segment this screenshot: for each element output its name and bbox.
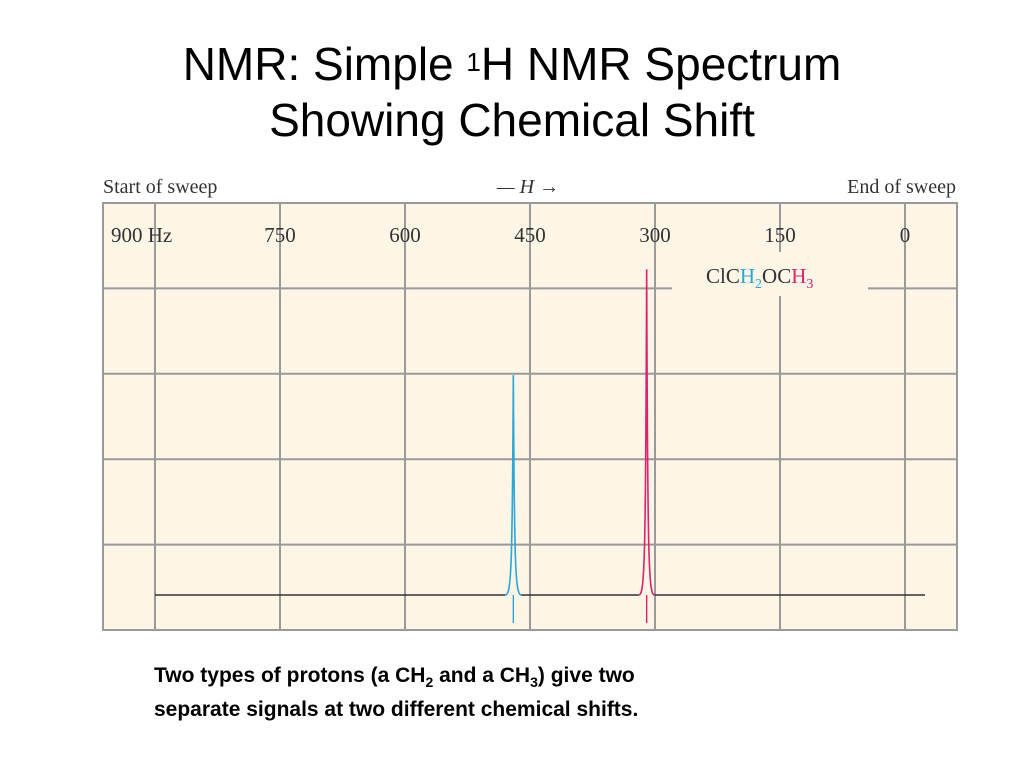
caption-text-1: Two types of protons (a CH — [154, 664, 426, 687]
x-tick-label: 450 — [514, 223, 546, 247]
caption-text-2: and a CH — [433, 664, 531, 687]
compound-formula: ClCH2​OCH3​ — [706, 264, 813, 292]
title-superscript: 1 — [466, 47, 481, 77]
caption-subscript-2: 3 — [530, 674, 538, 691]
title-text-pre: NMR: Simple — [182, 38, 467, 90]
nmr-spectrum-chart: Start of sweep — H → End of sweep 900 Hz… — [102, 176, 958, 631]
peak-ch3 — [638, 269, 655, 596]
x-tick-labels: 900 Hz 750 600 450 300 150 0 — [111, 223, 910, 247]
compound-part: H — [740, 264, 755, 288]
compound-part: H — [791, 264, 806, 288]
caption-text-3: ) give two — [537, 664, 635, 687]
caption-subscript-1: 2 — [425, 674, 434, 691]
compound-part: OC — [762, 264, 791, 288]
x-tick-label: 750 — [264, 223, 296, 247]
compound-part: 3 — [806, 277, 813, 292]
header-start-of-sweep: Start of sweep — [103, 176, 217, 198]
x-tick-label: 300 — [639, 223, 671, 247]
caption-line-2: separate signals at two different chemic… — [154, 698, 639, 722]
x-tick-label: 0 — [900, 223, 911, 247]
compound-part: 2 — [755, 277, 762, 292]
spectrum-series — [155, 269, 925, 623]
caption-line-1: Two types of protons (a CH2 and a CH3) g… — [154, 662, 854, 696]
grid-lines — [103, 203, 957, 630]
x-tick-label: 150 — [764, 223, 796, 247]
header-end-of-sweep: End of sweep — [847, 176, 956, 198]
peak-ch2 — [505, 375, 522, 596]
title-line-1: NMR: Simple 1H NMR Spectrum — [0, 36, 1024, 92]
x-tick-label: 900 Hz — [111, 223, 172, 247]
title-line-2: Showing Chemical Shift — [269, 94, 755, 146]
x-tick-label: 600 — [389, 223, 421, 247]
compound-part: ClC — [706, 264, 740, 288]
compound-label-background — [672, 252, 868, 296]
figure-caption: Two types of protons (a CH2 and a CH3) g… — [154, 662, 854, 724]
title-text-post: H NMR Spectrum — [480, 38, 842, 90]
slide-title: NMR: Simple 1H NMR Spectrum Showing Chem… — [0, 36, 1024, 148]
header-field-direction: — H → — [496, 176, 559, 198]
